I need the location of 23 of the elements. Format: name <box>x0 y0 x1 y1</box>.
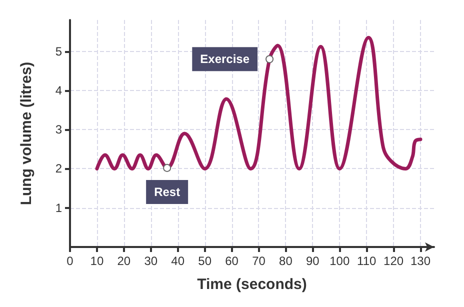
y-tick-label: 1 <box>55 200 62 215</box>
x-tick-label: 30 <box>144 254 158 268</box>
x-tick-label: 90 <box>306 254 320 268</box>
annotation: Rest <box>154 184 180 199</box>
y-tick-label: 4 <box>55 83 62 98</box>
x-tick-label: 10 <box>90 254 104 268</box>
y-tick-label: 3 <box>55 122 62 137</box>
x-tick-label: 110 <box>357 254 376 268</box>
x-tick-label: 60 <box>225 254 239 268</box>
x-tick-label: 70 <box>252 254 266 268</box>
x-tick-label: 120 <box>384 254 404 268</box>
y-tick-label: 2 <box>55 162 62 176</box>
x-tick-label: 50 <box>198 254 212 268</box>
annotation: Exercise <box>200 52 250 66</box>
y-tick-label: 5 <box>55 44 62 58</box>
y-axis-title: Lung volume (litres) <box>18 62 35 206</box>
x-tick-label: 130 <box>410 254 431 268</box>
x-axis-title: Time (seconds) <box>197 276 307 293</box>
x-tick-label: 100 <box>330 254 350 268</box>
x-tick-label: 40 <box>171 254 185 268</box>
x-tick-label: 0 <box>66 254 74 268</box>
x-tick-label: 20 <box>117 254 131 268</box>
x-tick-label: 80 <box>279 254 293 268</box>
